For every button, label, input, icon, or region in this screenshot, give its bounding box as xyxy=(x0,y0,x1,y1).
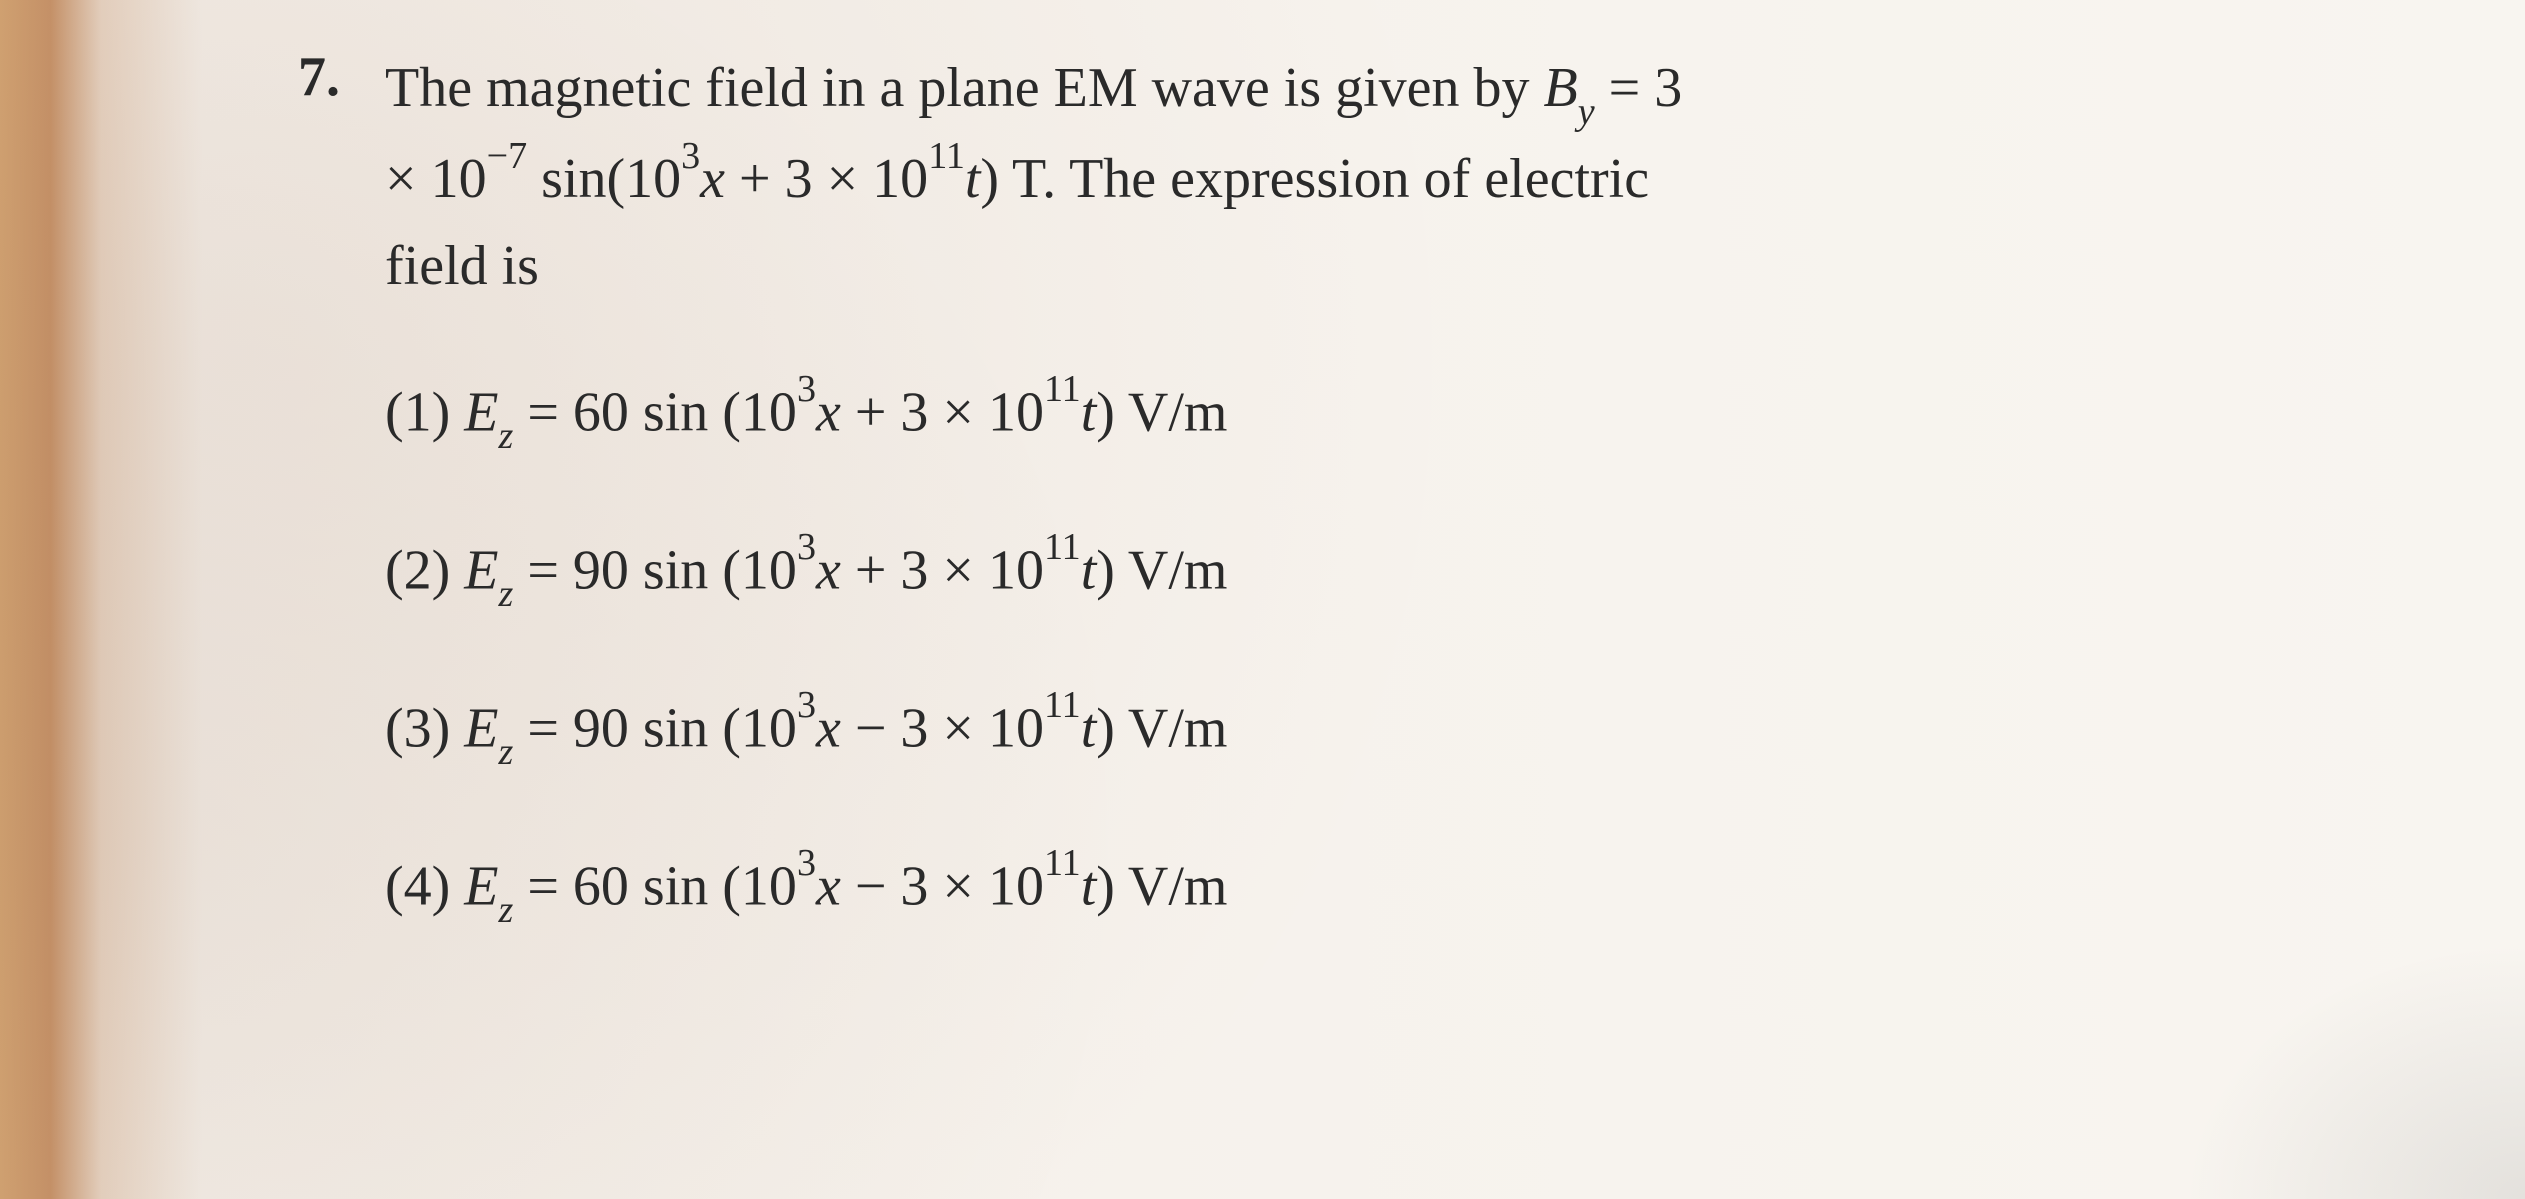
equals-3: = 3 xyxy=(1595,57,1683,119)
opt-tail: ) V/m xyxy=(1096,697,1227,759)
opt-exp3: 3 xyxy=(797,526,816,568)
E-sub: z xyxy=(499,889,514,931)
exp-3-stem: 3 xyxy=(681,135,700,177)
opt-exp3: 3 xyxy=(797,684,816,726)
E-sub: z xyxy=(499,731,514,773)
E-var: E xyxy=(464,697,498,759)
E-var: E xyxy=(464,539,498,601)
question-block: 7. The magnetic field in a plane EM wave… xyxy=(280,45,2380,1011)
opt-exp3: 3 xyxy=(797,368,816,410)
opt-t: t xyxy=(1081,539,1097,601)
opt-num: (1) xyxy=(385,381,464,443)
opt-t: t xyxy=(1081,697,1097,759)
exp-neg7: −7 xyxy=(487,135,528,177)
t-var-stem: t xyxy=(965,148,981,210)
opt-mid: + 3 × 10 xyxy=(841,381,1044,443)
exp-11-stem: 11 xyxy=(928,135,965,177)
opt-eq: = 60 sin (10 xyxy=(513,855,797,917)
opt-exp11: 11 xyxy=(1044,368,1081,410)
opt-x: x xyxy=(816,697,841,759)
opt-mid: − 3 × 10 xyxy=(841,697,1044,759)
stem-line3: field is xyxy=(385,235,539,297)
opt-exp3: 3 xyxy=(797,842,816,884)
stem-text-1: The magnetic field in a plane EM wave is… xyxy=(385,57,1544,119)
options-list: (1) Ez = 60 sin (103x + 3 × 1011t) V/m (… xyxy=(385,380,2380,924)
opt-tail: ) V/m xyxy=(1096,855,1227,917)
opt-exp11: 11 xyxy=(1044,526,1081,568)
E-var: E xyxy=(464,381,498,443)
close-T: ) T. The expression of electric xyxy=(980,148,1649,210)
B-variable: B xyxy=(1544,57,1578,119)
opt-eq: = 60 sin (10 xyxy=(513,381,797,443)
E-var: E xyxy=(464,855,498,917)
option-1: (1) Ez = 60 sin (103x + 3 × 1011t) V/m xyxy=(385,380,2380,450)
x-var-stem: x xyxy=(700,148,725,210)
option-2: (2) Ez = 90 sin (103x + 3 × 1011t) V/m xyxy=(385,538,2380,608)
question-stem: The magnetic field in a plane EM wave is… xyxy=(385,45,2380,310)
opt-num: (3) xyxy=(385,697,464,759)
question-row: 7. The magnetic field in a plane EM wave… xyxy=(280,45,2380,310)
question-number: 7. xyxy=(280,45,340,109)
sin-open: sin(10 xyxy=(527,148,681,210)
option-3: (3) Ez = 90 sin (103x − 3 × 1011t) V/m xyxy=(385,696,2380,766)
opt-x: x xyxy=(816,855,841,917)
opt-eq: = 90 sin (10 xyxy=(513,539,797,601)
E-sub: z xyxy=(499,415,514,457)
opt-tail: ) V/m xyxy=(1096,539,1227,601)
opt-num: (4) xyxy=(385,855,464,917)
opt-num: (2) xyxy=(385,539,464,601)
times-ten: × 10 xyxy=(385,148,487,210)
opt-x: x xyxy=(816,539,841,601)
opt-t: t xyxy=(1081,381,1097,443)
opt-exp11: 11 xyxy=(1044,684,1081,726)
opt-mid: + 3 × 10 xyxy=(841,539,1044,601)
opt-x: x xyxy=(816,381,841,443)
opt-tail: ) V/m xyxy=(1096,381,1227,443)
plus-part: + 3 × 10 xyxy=(725,148,928,210)
B-subscript: y xyxy=(1578,91,1595,133)
opt-exp11: 11 xyxy=(1044,842,1081,884)
opt-eq: = 90 sin (10 xyxy=(513,697,797,759)
opt-mid: − 3 × 10 xyxy=(841,855,1044,917)
E-sub: z xyxy=(499,573,514,615)
opt-t: t xyxy=(1081,855,1097,917)
option-4: (4) Ez = 60 sin (103x − 3 × 1011t) V/m xyxy=(385,854,2380,924)
